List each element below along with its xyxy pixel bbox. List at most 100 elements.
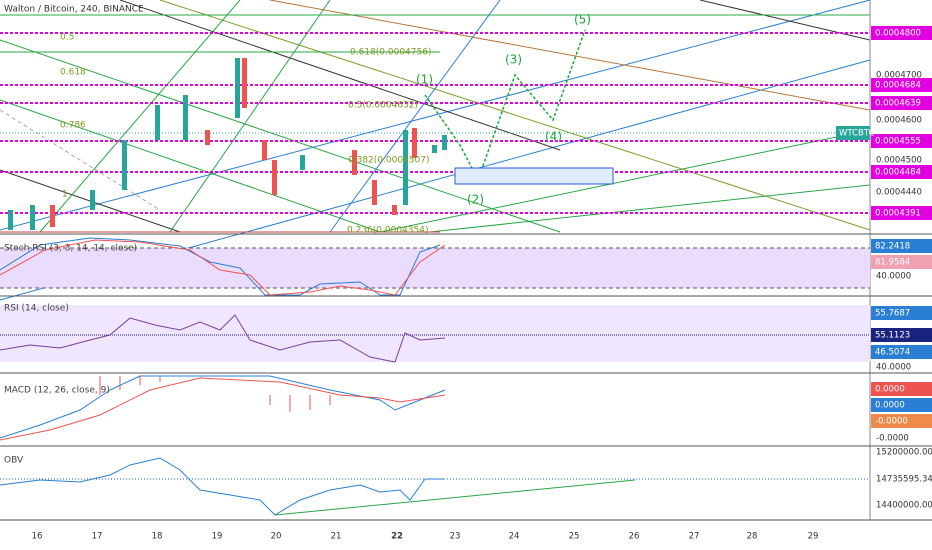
wave-label: (5) xyxy=(574,13,591,27)
candle xyxy=(8,210,13,230)
chart-title: Walton / Bitcoin, 240, BINANCE xyxy=(4,5,144,15)
time-label: 27 xyxy=(689,532,700,542)
trend-line xyxy=(0,99,381,233)
price-tag: 0.0004684 xyxy=(875,81,921,91)
trend-line xyxy=(379,129,871,233)
candle xyxy=(183,95,188,140)
candle xyxy=(352,150,357,175)
value-tag-bg xyxy=(871,306,932,320)
value-tag-bg xyxy=(871,398,932,412)
value-tag: 55.1123 xyxy=(875,331,910,341)
time-label: 25 xyxy=(569,532,580,542)
rsi-line xyxy=(0,314,446,363)
elliott-wave-path xyxy=(424,29,586,182)
pane-separators xyxy=(0,233,932,521)
time-label: 24 xyxy=(509,532,520,542)
time-label: 18 xyxy=(152,532,163,542)
price-tag: 0.0004391 xyxy=(875,209,921,219)
macd-pane: MACD (12, 26, close, 9) 0.0000 0.0000 -0… xyxy=(0,375,932,444)
time-label: 20 xyxy=(271,532,282,542)
price-label: 0.0004440 xyxy=(876,188,922,198)
candle xyxy=(30,205,35,230)
candle xyxy=(122,140,127,190)
time-label: 17 xyxy=(92,532,103,542)
time-label: 19 xyxy=(212,532,223,542)
axis-label: 40.0000 xyxy=(876,363,911,373)
pane-title: MACD (12, 26, close, 9) xyxy=(4,386,110,396)
obv-line xyxy=(0,457,445,516)
price-tag-bg xyxy=(871,165,932,179)
trend-line xyxy=(0,39,561,233)
price-tag: 0.0004800 xyxy=(875,29,921,39)
histogram xyxy=(99,376,331,412)
candle xyxy=(432,145,437,153)
candle xyxy=(300,155,305,170)
fib-label: 0.786 xyxy=(60,121,86,131)
value-tag-bg xyxy=(871,345,932,359)
axis-label: 15200000.0000 xyxy=(876,448,932,458)
fib-label: 0.382(0.0004507) xyxy=(348,156,429,166)
price-axis: 0.0004800 0.0004684 0.0004639 0.0004555 … xyxy=(836,0,932,520)
pane-title: RSI (14, close) xyxy=(4,304,69,314)
band xyxy=(0,305,870,362)
level-lines xyxy=(0,32,870,214)
axis-label: 40.0000 xyxy=(876,272,911,282)
candles xyxy=(8,58,447,230)
obv-pane: OBV 15200000.0000 14735595.3416 14400000… xyxy=(0,448,932,516)
signal-line xyxy=(0,377,446,441)
price-tag-bg xyxy=(871,134,932,148)
axis-label: 14735595.3416 xyxy=(876,475,932,485)
band xyxy=(0,248,870,288)
fib-label: 0.5(0.0004632) xyxy=(348,101,418,111)
candle xyxy=(235,58,240,118)
dashed-line xyxy=(0,109,161,211)
axis-label: -0.0000 xyxy=(876,434,909,444)
candle xyxy=(442,135,447,150)
wave-label: (4) xyxy=(545,130,562,144)
candle xyxy=(412,128,417,158)
fib-label: 0.618 xyxy=(60,68,86,78)
value-tag: 0.0000 xyxy=(875,401,905,411)
fib-label: 0.236(0.0004354) xyxy=(347,226,428,236)
candle xyxy=(392,205,397,215)
wave-label: (3) xyxy=(505,53,522,67)
time-label: 23 xyxy=(450,532,461,542)
trend-line xyxy=(119,0,561,151)
candle xyxy=(90,190,95,210)
wave-label: (1) xyxy=(416,73,433,87)
main-pane: Walton / Bitcoin, 240, BINANCE 0.618(0.0… xyxy=(0,0,871,301)
value-tag-bg xyxy=(871,255,932,269)
candle xyxy=(262,140,267,160)
pane-title: OBV xyxy=(4,456,24,466)
time-label: 28 xyxy=(747,532,758,542)
fib-label: 0.618(0.0004756) xyxy=(350,48,431,58)
time-label: 29 xyxy=(808,532,819,542)
rsi-pane: RSI (14, close) 55.7687 55.1123 46.5074 … xyxy=(0,304,932,373)
trend-line xyxy=(329,0,501,233)
value-tag-bg xyxy=(871,328,932,342)
value-tag: 82.2418 xyxy=(875,242,910,252)
value-tag: 55.7687 xyxy=(875,309,910,319)
wave-label: (2) xyxy=(467,193,484,207)
obv-trend-line xyxy=(274,479,636,516)
trend-line xyxy=(429,184,871,233)
price-label: 0.0004500 xyxy=(876,156,922,166)
candle xyxy=(403,130,408,205)
candle xyxy=(155,105,160,140)
value-tag-bg xyxy=(871,382,932,396)
time-label: 21 xyxy=(331,532,342,542)
stoch-rsi-pane: Stoch RSI (3, 3, 14, 14, close) 82.2418 … xyxy=(0,237,932,296)
price-tag-bg xyxy=(871,96,932,110)
candle xyxy=(50,205,55,227)
price-tag-bg xyxy=(871,206,932,220)
stoch-d xyxy=(0,239,446,296)
value-tag-bg xyxy=(871,414,932,428)
time-label: 26 xyxy=(629,532,640,542)
price-tag: 0.0004639 xyxy=(875,99,921,109)
trend-line xyxy=(269,0,871,111)
symbol-tag: WTCBTC xyxy=(839,129,875,139)
trend-line xyxy=(169,0,331,233)
macd-line xyxy=(0,375,446,439)
pane-title: Stoch RSI (3, 3, 14, 14, close) xyxy=(4,244,137,254)
price-label: 0.0004700 xyxy=(876,71,922,81)
